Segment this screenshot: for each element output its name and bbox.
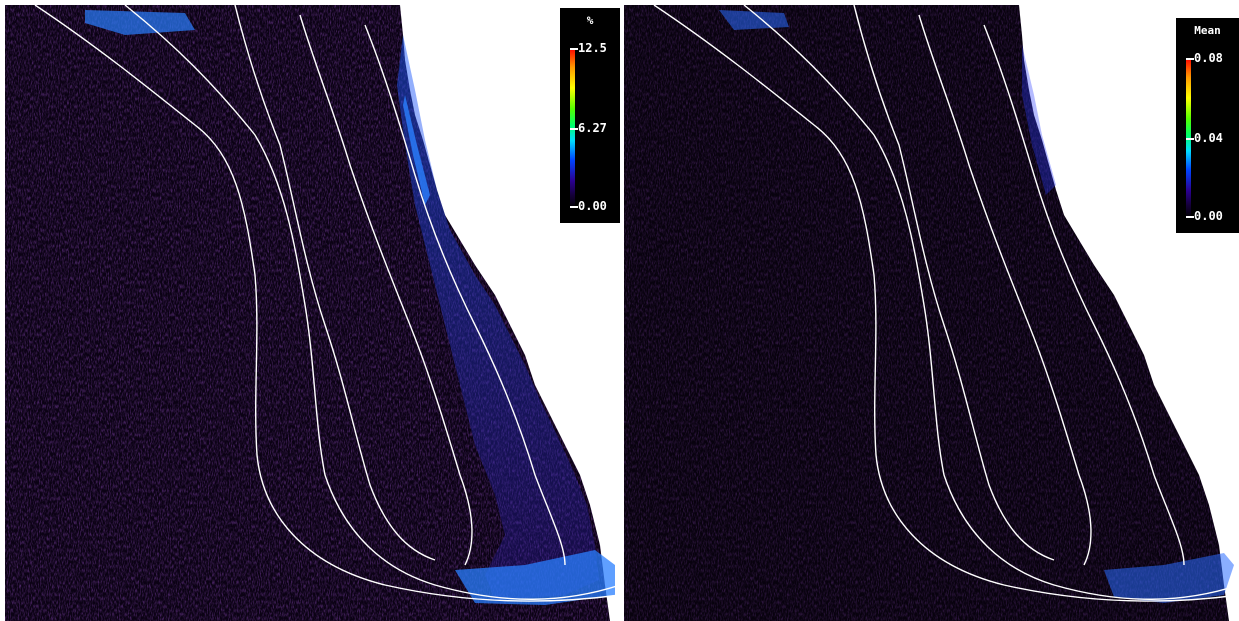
high-density-strip — [403, 95, 430, 205]
colorbar-tick-mid — [570, 128, 578, 130]
southern-hotspot — [455, 550, 615, 605]
colorbar-label-mid: 6.27 — [578, 121, 607, 135]
colorbar-tick-min — [1186, 216, 1194, 218]
colorbar-tick-min — [570, 206, 578, 208]
map-panel-left: % 12.5 6.27 0.00 — [5, 5, 620, 621]
colorbar-label-min: 0.00 — [1194, 209, 1223, 223]
isobath-contours — [34, 5, 620, 602]
colorbar-legend-right: Mean 0.08 0.04 0.00 — [1176, 18, 1239, 233]
northern-hotspot — [85, 10, 195, 35]
colorbar-tick-max — [1186, 58, 1194, 60]
isobath-contours — [653, 5, 1239, 602]
colorbar-label-mid: 0.04 — [1194, 131, 1223, 145]
colorbar-title: Mean — [1194, 24, 1221, 37]
density-map-left — [5, 5, 620, 621]
colorbar-label-min: 0.00 — [578, 199, 607, 213]
colorbar-label-max: 12.5 — [578, 41, 607, 55]
coastal-density-band — [1022, 45, 1056, 195]
colorbar-tick-max — [570, 48, 578, 50]
northern-hotspot — [719, 10, 789, 30]
colorbar-tick-mid — [1186, 138, 1194, 140]
map-panel-right: Mean 0.08 0.04 0.00 — [624, 5, 1239, 621]
density-map-right — [624, 5, 1239, 621]
southern-hotspot — [1104, 553, 1234, 603]
colorbar-title: % — [586, 14, 594, 27]
coastal-density-band — [397, 35, 599, 600]
colorbar-label-max: 0.08 — [1194, 51, 1223, 65]
colorbar-legend-left: % 12.5 6.27 0.00 — [560, 8, 620, 223]
